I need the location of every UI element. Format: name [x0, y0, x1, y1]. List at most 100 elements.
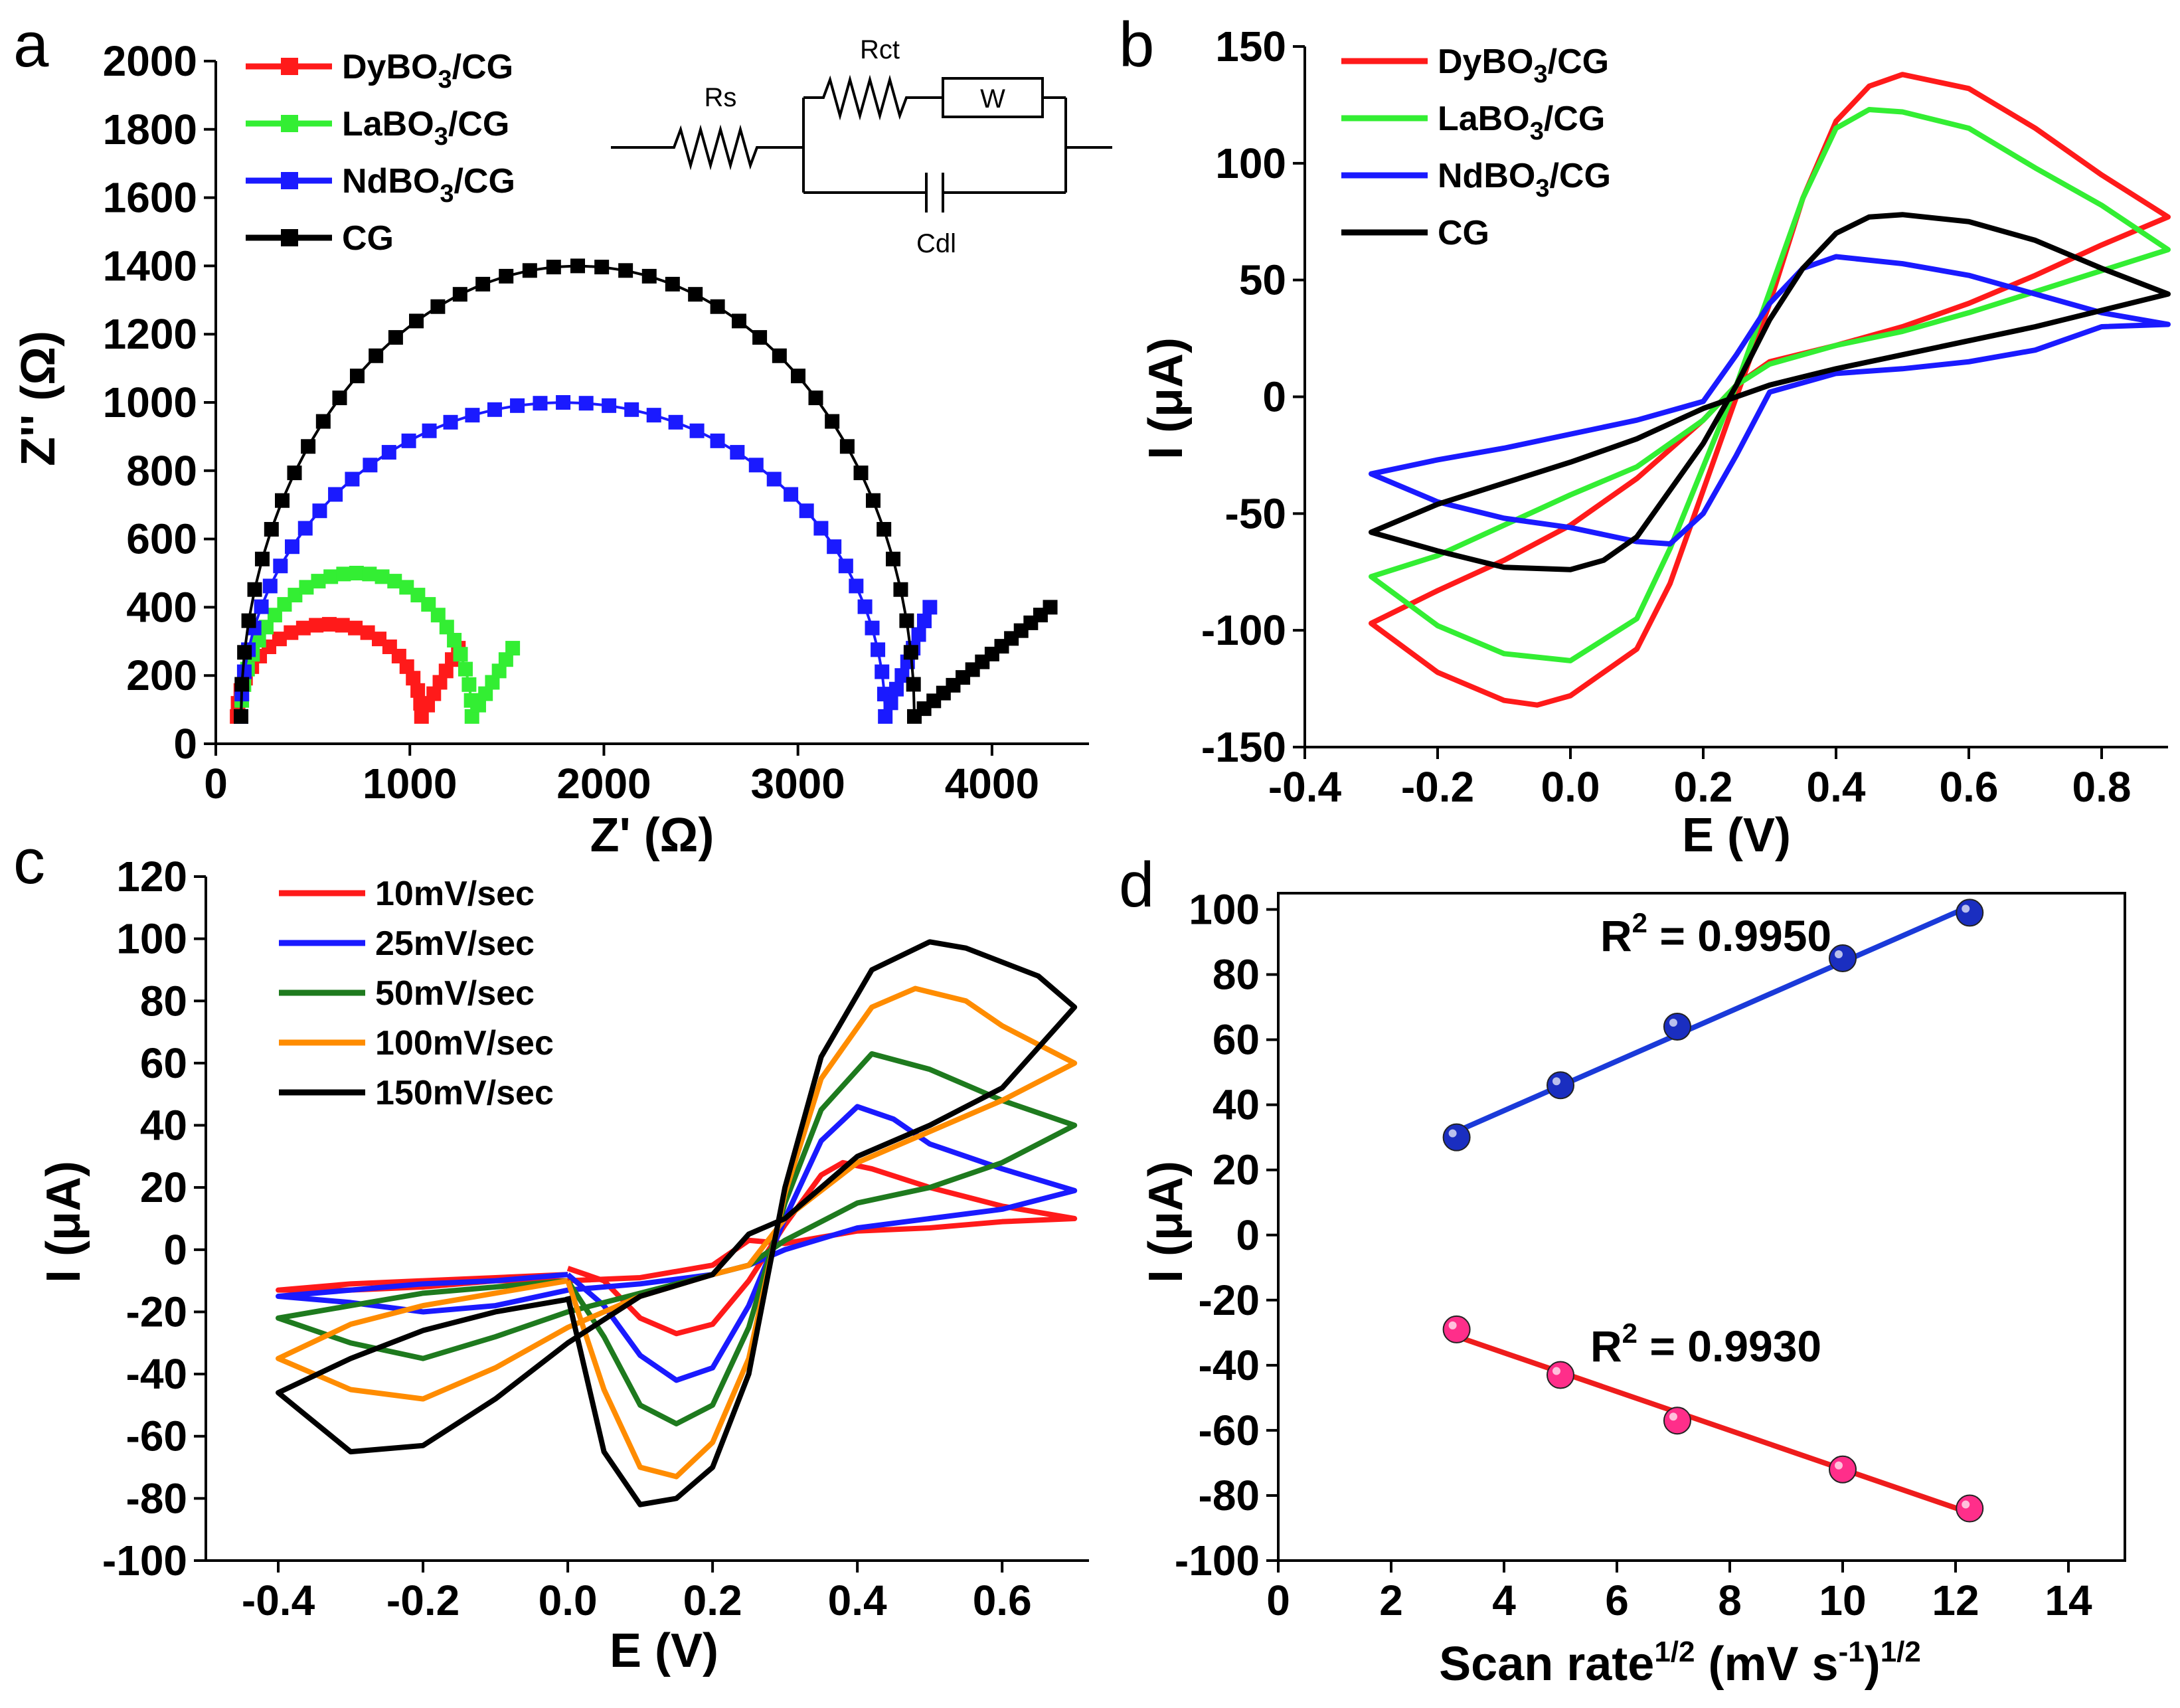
data-point — [893, 582, 908, 597]
y-tick-label: -60 — [126, 1412, 188, 1460]
legend-label: 50mV/sec — [375, 974, 535, 1013]
data-point — [399, 580, 414, 595]
data-point — [570, 258, 585, 274]
y-tick-label: -20 — [1199, 1276, 1260, 1324]
data-point — [752, 330, 768, 345]
x-tick-label: -0.2 — [1401, 763, 1474, 811]
series-50mv-sec — [276, 1051, 1078, 1426]
y-tick-label: 600 — [126, 515, 197, 563]
data-point — [288, 588, 303, 603]
data-point — [916, 613, 932, 628]
data-point — [710, 299, 725, 314]
data-point — [401, 433, 416, 448]
data-point — [839, 439, 855, 454]
legend: 10mV/sec 25mV/sec 50mV/sec 100mV/sec 150mV/s… — [279, 875, 554, 1112]
legend: DyBO3/CG LaBO3/CG NdBO3/CG CG — [1341, 43, 1611, 252]
data-point — [578, 396, 594, 411]
y-tick-label: 100 — [1215, 139, 1286, 187]
data-point — [1547, 1361, 1574, 1389]
x-tick-label: -0.2 — [386, 1577, 460, 1624]
data-point — [254, 551, 270, 566]
legend: DyBO3/CG LaBO3/CG NdBO3/CG CG — [246, 48, 515, 258]
data-point — [309, 618, 324, 633]
legend-label: LaBO3/CG — [342, 105, 509, 151]
x-axis-title: Z' (Ω) — [590, 809, 714, 862]
data-point — [311, 574, 326, 589]
data-point — [461, 677, 477, 692]
data-point — [1043, 600, 1058, 615]
series-cathodic — [1442, 1315, 1984, 1523]
equivalent-circuit — [611, 74, 1112, 213]
data-point — [272, 632, 287, 647]
y-tick-label: -100 — [102, 1537, 187, 1584]
y-tick-label: 60 — [140, 1039, 187, 1087]
x-tick-label: 0 — [204, 760, 228, 808]
y-tick-label: 120 — [116, 853, 187, 900]
panel-b-cv-plot: -0.4 -0.2 0.0 0.2 0.4 0.6 0.8 -150 -100 -50 0 50 100… — [1139, 23, 2171, 862]
data-point — [420, 697, 436, 713]
data-point — [546, 260, 561, 275]
y-tick-label: -50 — [1225, 489, 1287, 537]
data-point — [299, 580, 314, 595]
data-point — [505, 641, 521, 656]
r-squared-annotation: R2 = 0.9950 — [1600, 907, 1831, 960]
data-point — [1829, 944, 1857, 973]
fit-line — [1455, 904, 1971, 1134]
data-point — [906, 677, 921, 692]
x-tick-label: 10 — [1819, 1577, 1866, 1624]
data-point — [414, 709, 429, 724]
y-tick-label: 1000 — [103, 379, 197, 426]
x-tick-label: 1000 — [363, 760, 457, 808]
series-line — [239, 400, 932, 717]
data-point-highlight — [1669, 1019, 1677, 1027]
data-point — [447, 633, 462, 648]
panel-label-c: c — [13, 826, 45, 897]
y-tick-label: 1600 — [103, 174, 197, 222]
y-tick-label: 80 — [140, 977, 187, 1025]
data-point — [594, 260, 610, 275]
legend-label: DyBO3/CG — [1438, 43, 1609, 88]
data-point — [323, 569, 339, 584]
data-point — [409, 313, 424, 329]
y-tick-label: 200 — [126, 651, 197, 699]
y-tick-label: 60 — [1213, 1016, 1260, 1064]
data-point — [264, 522, 279, 537]
data-point — [247, 582, 262, 597]
data-point — [452, 287, 467, 302]
data-point — [731, 313, 746, 329]
data-point — [388, 330, 403, 345]
data-point-highlight — [1962, 904, 1970, 913]
rct-label: Rct — [860, 35, 900, 64]
data-point — [241, 613, 256, 628]
y-tick-label: 1200 — [103, 310, 197, 358]
x-tick-label: 3000 — [750, 760, 845, 808]
data-point — [911, 627, 926, 642]
data-point — [688, 287, 703, 302]
data-point — [556, 395, 571, 410]
data-point-highlight — [1448, 1129, 1457, 1138]
x-tick-label: 0.6 — [973, 1577, 1032, 1624]
data-point — [487, 402, 502, 417]
data-point — [485, 675, 500, 690]
data-point — [784, 487, 799, 502]
data-point — [335, 618, 350, 633]
legend-label: 100mV/sec — [375, 1024, 554, 1063]
series-cg — [1369, 212, 2171, 572]
data-point — [849, 578, 864, 594]
series-150mv-sec — [276, 939, 1078, 1507]
data-point — [439, 620, 454, 635]
data-point — [766, 471, 782, 487]
data-point — [1442, 1315, 1471, 1343]
data-point — [406, 671, 421, 686]
data-point — [465, 408, 480, 423]
legend-marker — [281, 58, 298, 75]
rct-resistor — [803, 74, 943, 121]
data-point — [287, 466, 302, 481]
x-tick-label: 12 — [1932, 1577, 1979, 1624]
data-point — [710, 433, 725, 448]
data-point — [533, 396, 548, 411]
y-tick-label: 400 — [126, 583, 197, 631]
y-tick-label: 800 — [126, 447, 197, 495]
x-axis-title: Scan rate1/2 (mV s-1)1/2 — [1439, 1636, 1921, 1691]
